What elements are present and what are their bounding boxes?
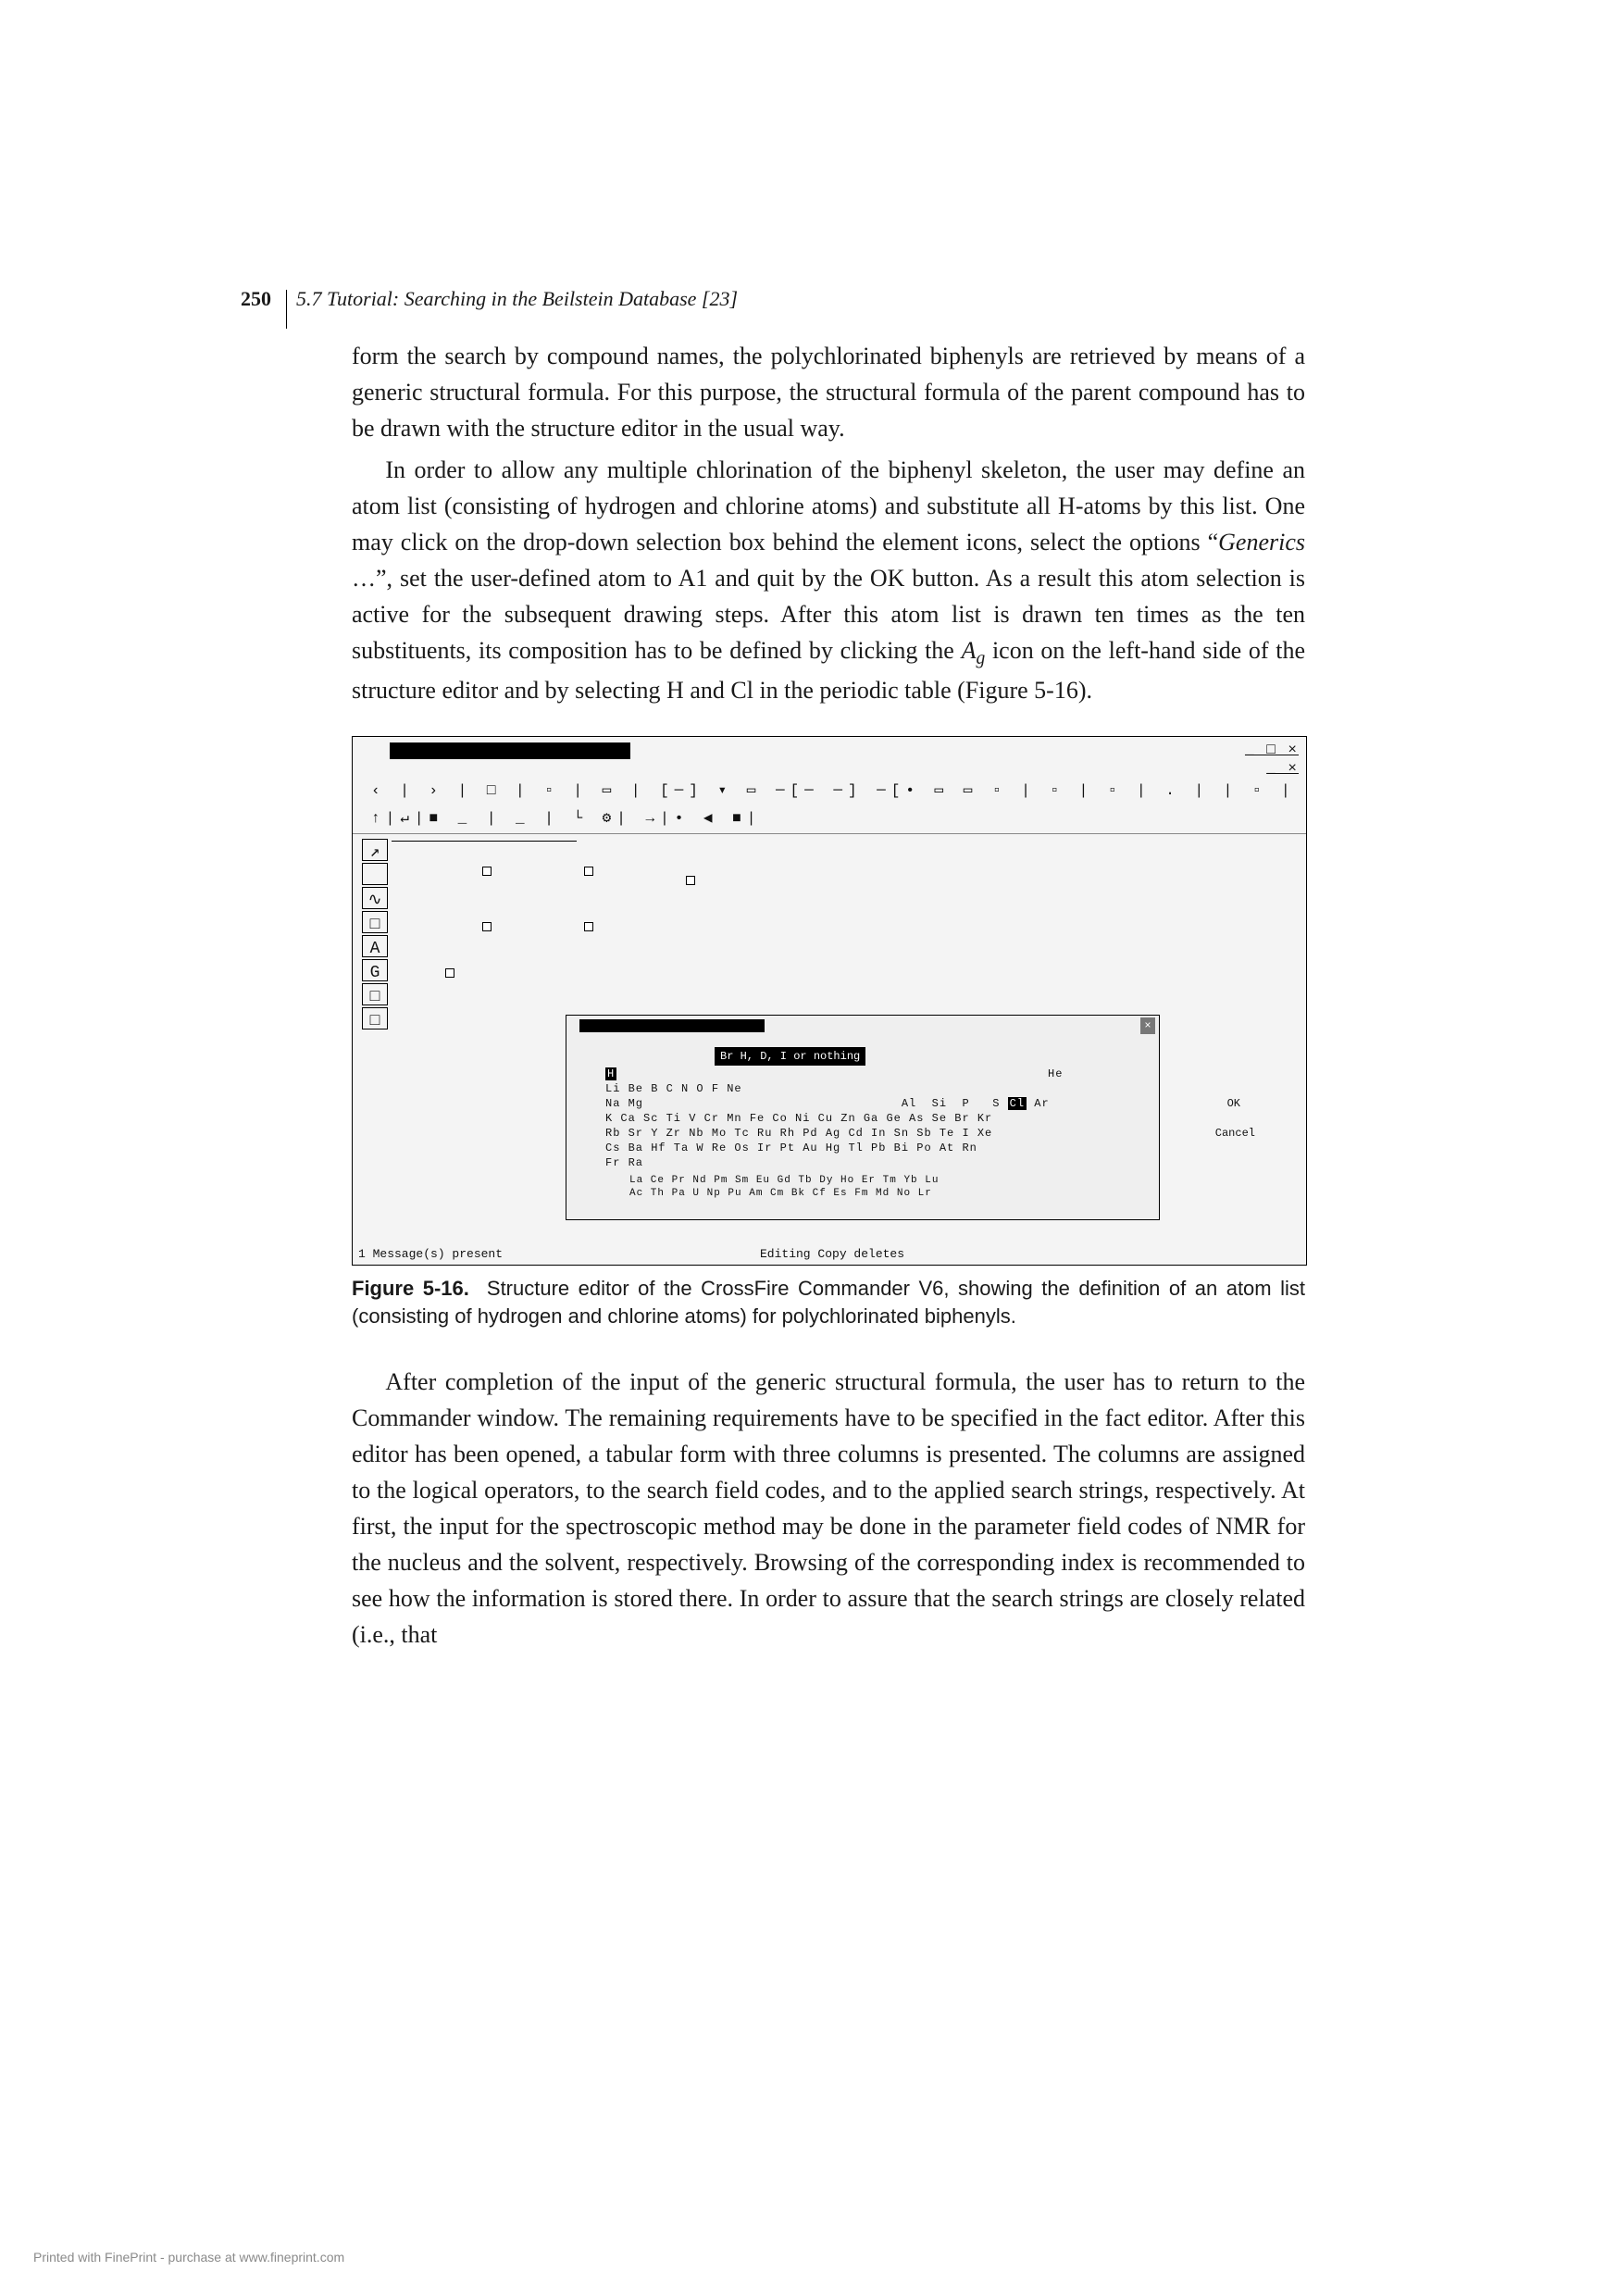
status-bar-mid: Editing Copy deletes (760, 1245, 904, 1264)
toolbar-separator (353, 833, 1306, 834)
figure-caption: Figure 5-16. Structure editor of the Cro… (352, 1275, 1305, 1329)
left-toolbox[interactable]: ↗ ∿ □ A G □ □ (362, 839, 388, 1031)
p2-ag-sub: g (976, 649, 985, 668)
tool-8[interactable]: □ (362, 1007, 388, 1029)
atom-node (482, 867, 492, 876)
tool-a[interactable]: A (362, 935, 388, 957)
paragraph-3: After completion of the input of the gen… (352, 1364, 1305, 1653)
figure-label: Figure 5-16. (352, 1277, 469, 1300)
page-content: 250 5.7 Tutorial: Searching in the Beilst… (241, 287, 1305, 1658)
cancel-button[interactable]: Cancel (1215, 1125, 1255, 1142)
p2-ag: A (962, 637, 977, 664)
tool-7[interactable]: □ (362, 983, 388, 1005)
body-text: form the search by compound names, the p… (352, 338, 1305, 1653)
toolbar-row-2[interactable]: ↑|↵|■ _ | _ | └ ⚙| →|• ◀ ■| (371, 807, 761, 830)
tool-box[interactable]: □ (362, 911, 388, 933)
inner-window-controls[interactable]: _ × (1266, 757, 1299, 780)
atom-node (445, 968, 454, 978)
drawing-guide (392, 841, 577, 842)
footer-watermark: Printed with FinePrint - purchase at www… (33, 2250, 344, 2265)
periodic-table-dialog[interactable]: × Br H, D, I or nothing He H Li Be B C N… (566, 1015, 1160, 1220)
figure-5-16: _ □ × _ × ‹ | › | □ | ▫ | ▭ | [─] ▾ ▭ ─[… (352, 736, 1305, 1329)
tool-wave[interactable]: ∿ (362, 887, 388, 909)
atom-node (584, 922, 593, 931)
tool-arrow[interactable]: ↗ (362, 839, 388, 861)
paragraph-1: form the search by compound names, the p… (352, 338, 1305, 446)
atom-node (686, 876, 695, 885)
figure-caption-text: Structure editor of the CrossFire Comman… (352, 1277, 1305, 1328)
running-title: 5.7 Tutorial: Searching in the Beilstein… (296, 287, 738, 310)
pt-row-6[interactable]: Fr Ra (605, 1154, 643, 1171)
pt-row-5[interactable]: Cs Ba Hf Ta W Re Os Ir Pt Au Hg Tl Pb Bi… (605, 1140, 977, 1156)
page-number: 250 (241, 287, 271, 311)
status-bar-left: 1 Message(s) present (358, 1245, 503, 1264)
window-titlebar (390, 742, 630, 759)
tool-2[interactable] (362, 863, 388, 885)
paragraph-2: In order to allow any multiple chlorinat… (352, 452, 1305, 708)
ok-button[interactable]: OK (1227, 1095, 1240, 1112)
tool-g[interactable]: G (362, 959, 388, 981)
periodic-table-titlebar (579, 1019, 765, 1032)
p2-part-a: In order to allow any multiple chlorinat… (352, 456, 1305, 555)
pt-he[interactable]: He (1048, 1066, 1063, 1082)
running-head: 250 5.7 Tutorial: Searching in the Beilst… (241, 287, 1305, 312)
atom-node (482, 922, 492, 931)
p2-generics: Generics (1218, 529, 1305, 555)
atom-list-input[interactable]: Br H, D, I or nothing (715, 1047, 865, 1066)
close-icon[interactable]: × (1140, 1017, 1155, 1034)
toolbar-row-1[interactable]: ‹ | › | □ | ▫ | ▭ | [─] ▾ ▭ ─[─ ─] ─[• ▭… (371, 780, 1296, 802)
head-rule (286, 290, 287, 329)
structure-editor-screenshot: _ □ × _ × ‹ | › | □ | ▫ | ▭ | [─] ▾ ▭ ─[… (352, 736, 1307, 1266)
pt-actinides[interactable]: Ac Th Pa U Np Pu Am Cm Bk Cf Es Fm Md No… (629, 1186, 932, 1202)
atom-node (584, 867, 593, 876)
